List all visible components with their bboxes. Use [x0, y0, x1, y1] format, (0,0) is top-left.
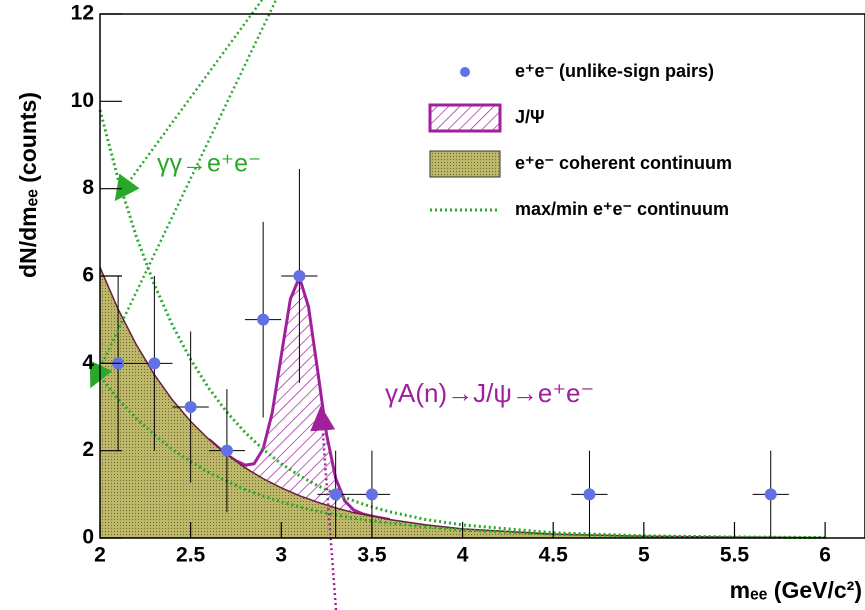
legend-label: J/Ψ — [515, 107, 545, 127]
y-tick-label: 8 — [82, 176, 94, 199]
bound-curve — [98, 375, 826, 540]
y-tick-label: 6 — [82, 264, 94, 287]
data-point — [257, 313, 270, 326]
data-point — [184, 401, 197, 413]
x-tick-label: 2 — [94, 544, 106, 567]
bound-curve — [98, 109, 826, 540]
data-point — [148, 357, 161, 370]
legend: e⁺e⁻ (unlike-sign pairs) J/Ψ e⁺e⁻ coherent… — [428, 61, 732, 219]
y-tick-label: 0 — [82, 526, 94, 549]
data-point — [329, 488, 342, 501]
x-tick-label: 2.5 — [176, 544, 206, 567]
legend-label: max/min e⁺e⁻ continuum — [515, 199, 729, 219]
x-tick-label: 3 — [275, 544, 287, 567]
x-tick-label: 4.5 — [539, 544, 569, 567]
data-point — [293, 270, 306, 282]
x-tick-label: 6 — [819, 544, 831, 567]
y-tick-label: 2 — [82, 438, 94, 461]
legend-swatch — [429, 150, 501, 178]
legend-swatch — [428, 103, 502, 133]
legend-marker — [460, 67, 470, 77]
y-axis-label: dN/dmₑₑ (counts) — [15, 92, 41, 278]
annotation-line — [89, 0, 278, 389]
plot-area — [98, 109, 826, 540]
y-tick-label: 4 — [82, 351, 94, 374]
x-tick-label: 5 — [638, 544, 650, 567]
x-tick-label: 4 — [457, 544, 469, 567]
curve-area — [100, 267, 826, 538]
x-tick-label: 3.5 — [357, 544, 387, 567]
legend-label: e⁺e⁻ (unlike-sign pairs) — [515, 61, 714, 81]
data-point — [583, 488, 596, 501]
legend-label: e⁺e⁻ coherent continuum — [515, 153, 732, 173]
annotation: γγ→e⁺e⁻ — [157, 150, 261, 178]
data-point — [220, 444, 233, 457]
y-tick-label: 12 — [71, 2, 94, 25]
annotation-arrow — [310, 405, 338, 610]
curve-line — [99, 266, 826, 539]
y-tick-label: 10 — [71, 89, 94, 112]
data-point — [764, 488, 777, 501]
annotation: γA(n)→J/ψ→e⁺e⁻ — [385, 378, 594, 408]
data-point — [365, 488, 378, 501]
x-tick-label: 5.5 — [720, 544, 750, 567]
x-axis-label: mₑₑ (GeV/c²) — [730, 577, 862, 603]
